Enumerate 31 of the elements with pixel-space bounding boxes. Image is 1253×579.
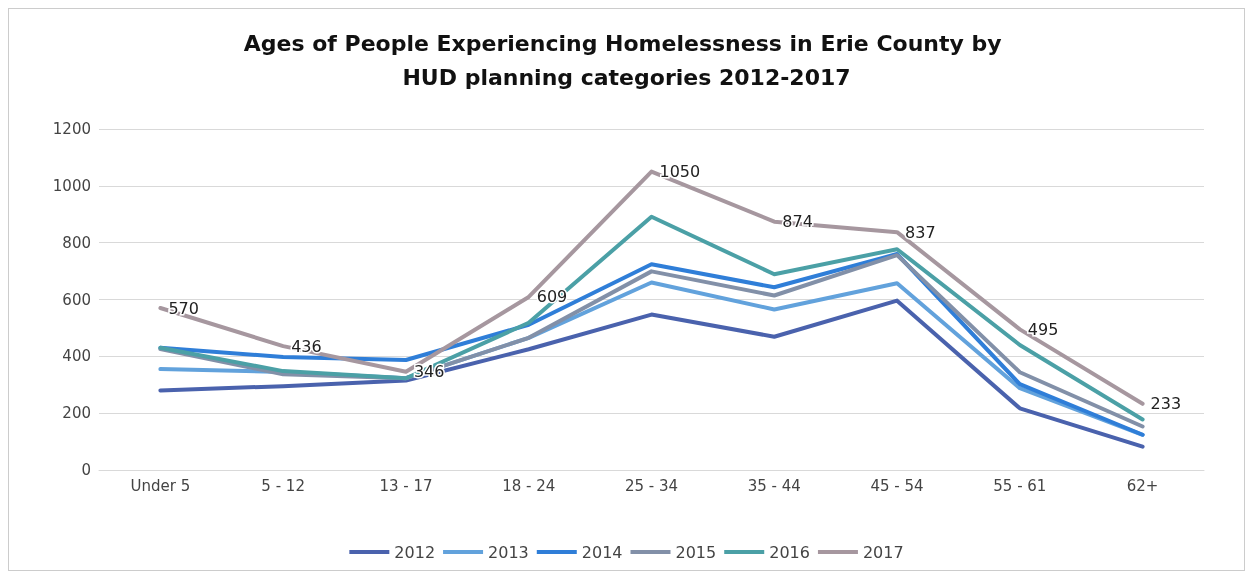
x-tick-label: 45 - 54 bbox=[870, 476, 924, 495]
data-label: 1050 bbox=[659, 162, 701, 182]
data-label: 837 bbox=[905, 222, 936, 242]
x-tick-label: 55 - 61 bbox=[993, 476, 1047, 495]
x-tick-label: 13 - 17 bbox=[379, 476, 433, 495]
x-tick-label: 35 - 44 bbox=[747, 476, 801, 495]
legend-label: 2015 bbox=[675, 542, 717, 562]
legend-label: 2014 bbox=[581, 542, 623, 562]
legend-label: 2017 bbox=[862, 542, 904, 562]
data-label: 495 bbox=[1027, 319, 1059, 339]
data-label: 436 bbox=[291, 336, 322, 356]
data-label: 233 bbox=[1150, 394, 1182, 414]
legend-label: 2013 bbox=[488, 542, 529, 562]
legend-label: 2012 bbox=[394, 542, 436, 562]
x-tick-label: 18 - 24 bbox=[502, 476, 556, 495]
y-tick-label: 0 bbox=[81, 461, 91, 479]
legend-label: 2016 bbox=[769, 542, 810, 562]
data-label: 874 bbox=[782, 212, 813, 232]
x-tick-label: Under 5 bbox=[130, 476, 191, 495]
x-tick-label: 25 - 34 bbox=[624, 476, 679, 495]
y-tick-label: 200 bbox=[62, 404, 91, 423]
y-tick-label: 1000 bbox=[52, 176, 91, 195]
y-tick-label: 800 bbox=[62, 233, 91, 252]
y-tick-label: 1200 bbox=[52, 120, 91, 138]
line-series bbox=[158, 214, 1145, 422]
y-tick-label: 400 bbox=[62, 347, 91, 366]
x-tick-label: 62+ bbox=[1126, 476, 1159, 495]
chart-title: Ages of People Experiencing Homelessness in Erie County by HUD planning categories 2012-2017 bbox=[243, 30, 1010, 90]
data-label: 570 bbox=[168, 298, 199, 318]
x-tick-label: 5 - 12 bbox=[261, 476, 305, 495]
y-tick-label: 600 bbox=[62, 290, 91, 309]
